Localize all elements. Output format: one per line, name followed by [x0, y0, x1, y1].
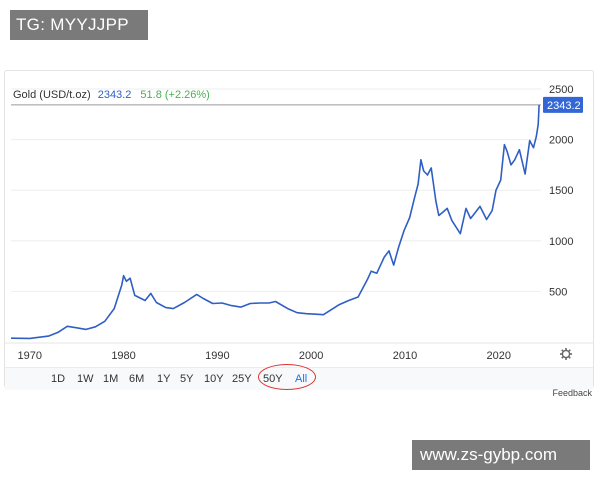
range-button-25y[interactable]: 25Y: [232, 373, 252, 385]
feedback-link[interactable]: Feedback: [552, 388, 592, 398]
range-button-50y[interactable]: 50Y: [263, 373, 283, 385]
current-price-tag: [543, 96, 583, 113]
watermark-bottom: www.zs-gybp.com: [412, 440, 590, 470]
watermark-top: TG: MYYJJPP: [10, 10, 148, 40]
range-button-1m[interactable]: 1M: [103, 373, 119, 385]
range-button-1y[interactable]: 1Y: [157, 373, 171, 385]
instrument-name: Gold (USD/t.oz): [13, 89, 91, 101]
range-button-6m[interactable]: 6M: [129, 373, 145, 385]
y-tick-label: 500: [549, 286, 567, 298]
gear-icon[interactable]: [560, 348, 572, 360]
current-price-tag-label: 2343.2: [547, 100, 581, 112]
range-button-1d[interactable]: 1D: [51, 373, 66, 385]
price-chart[interactable]: 500 1000 1500 2000 2500 1970 1980 1990 2000 2010 2…: [5, 71, 593, 367]
x-tick-label: 1990: [205, 350, 229, 362]
current-price: 2343.2: [97, 89, 132, 101]
x-tick-label: 1980: [111, 350, 135, 362]
quote-header: Gold (USD/t.oz) 2343.2 51.8 (+2.26%): [13, 89, 210, 101]
series-line: [10, 104, 540, 340]
price-change: 51.8 (+2.26%): [140, 89, 210, 101]
x-tick-label: 1970: [18, 350, 42, 362]
range-button-10y[interactable]: 10Y: [204, 373, 224, 385]
range-button-all[interactable]: All: [295, 373, 308, 385]
y-tick-label: 1500: [549, 185, 573, 197]
chart-card: Gold (USD/t.oz) 2343.2 51.8 (+2.26%) 500…: [4, 70, 594, 390]
range-button-5y[interactable]: 5Y: [180, 373, 194, 385]
range-button-1w[interactable]: 1W: [77, 373, 94, 385]
y-tick-label: 2000: [549, 135, 573, 147]
x-tick-label: 2000: [299, 350, 323, 362]
x-tick-label: 2020: [487, 350, 511, 362]
range-selector: 1D 1W 1M 6M 1Y 5Y 10Y 25Y 50Y All: [5, 367, 593, 390]
y-tick-label: 1000: [549, 236, 573, 248]
x-tick-label: 2010: [393, 350, 417, 362]
y-tick-label: 2500: [549, 84, 573, 96]
